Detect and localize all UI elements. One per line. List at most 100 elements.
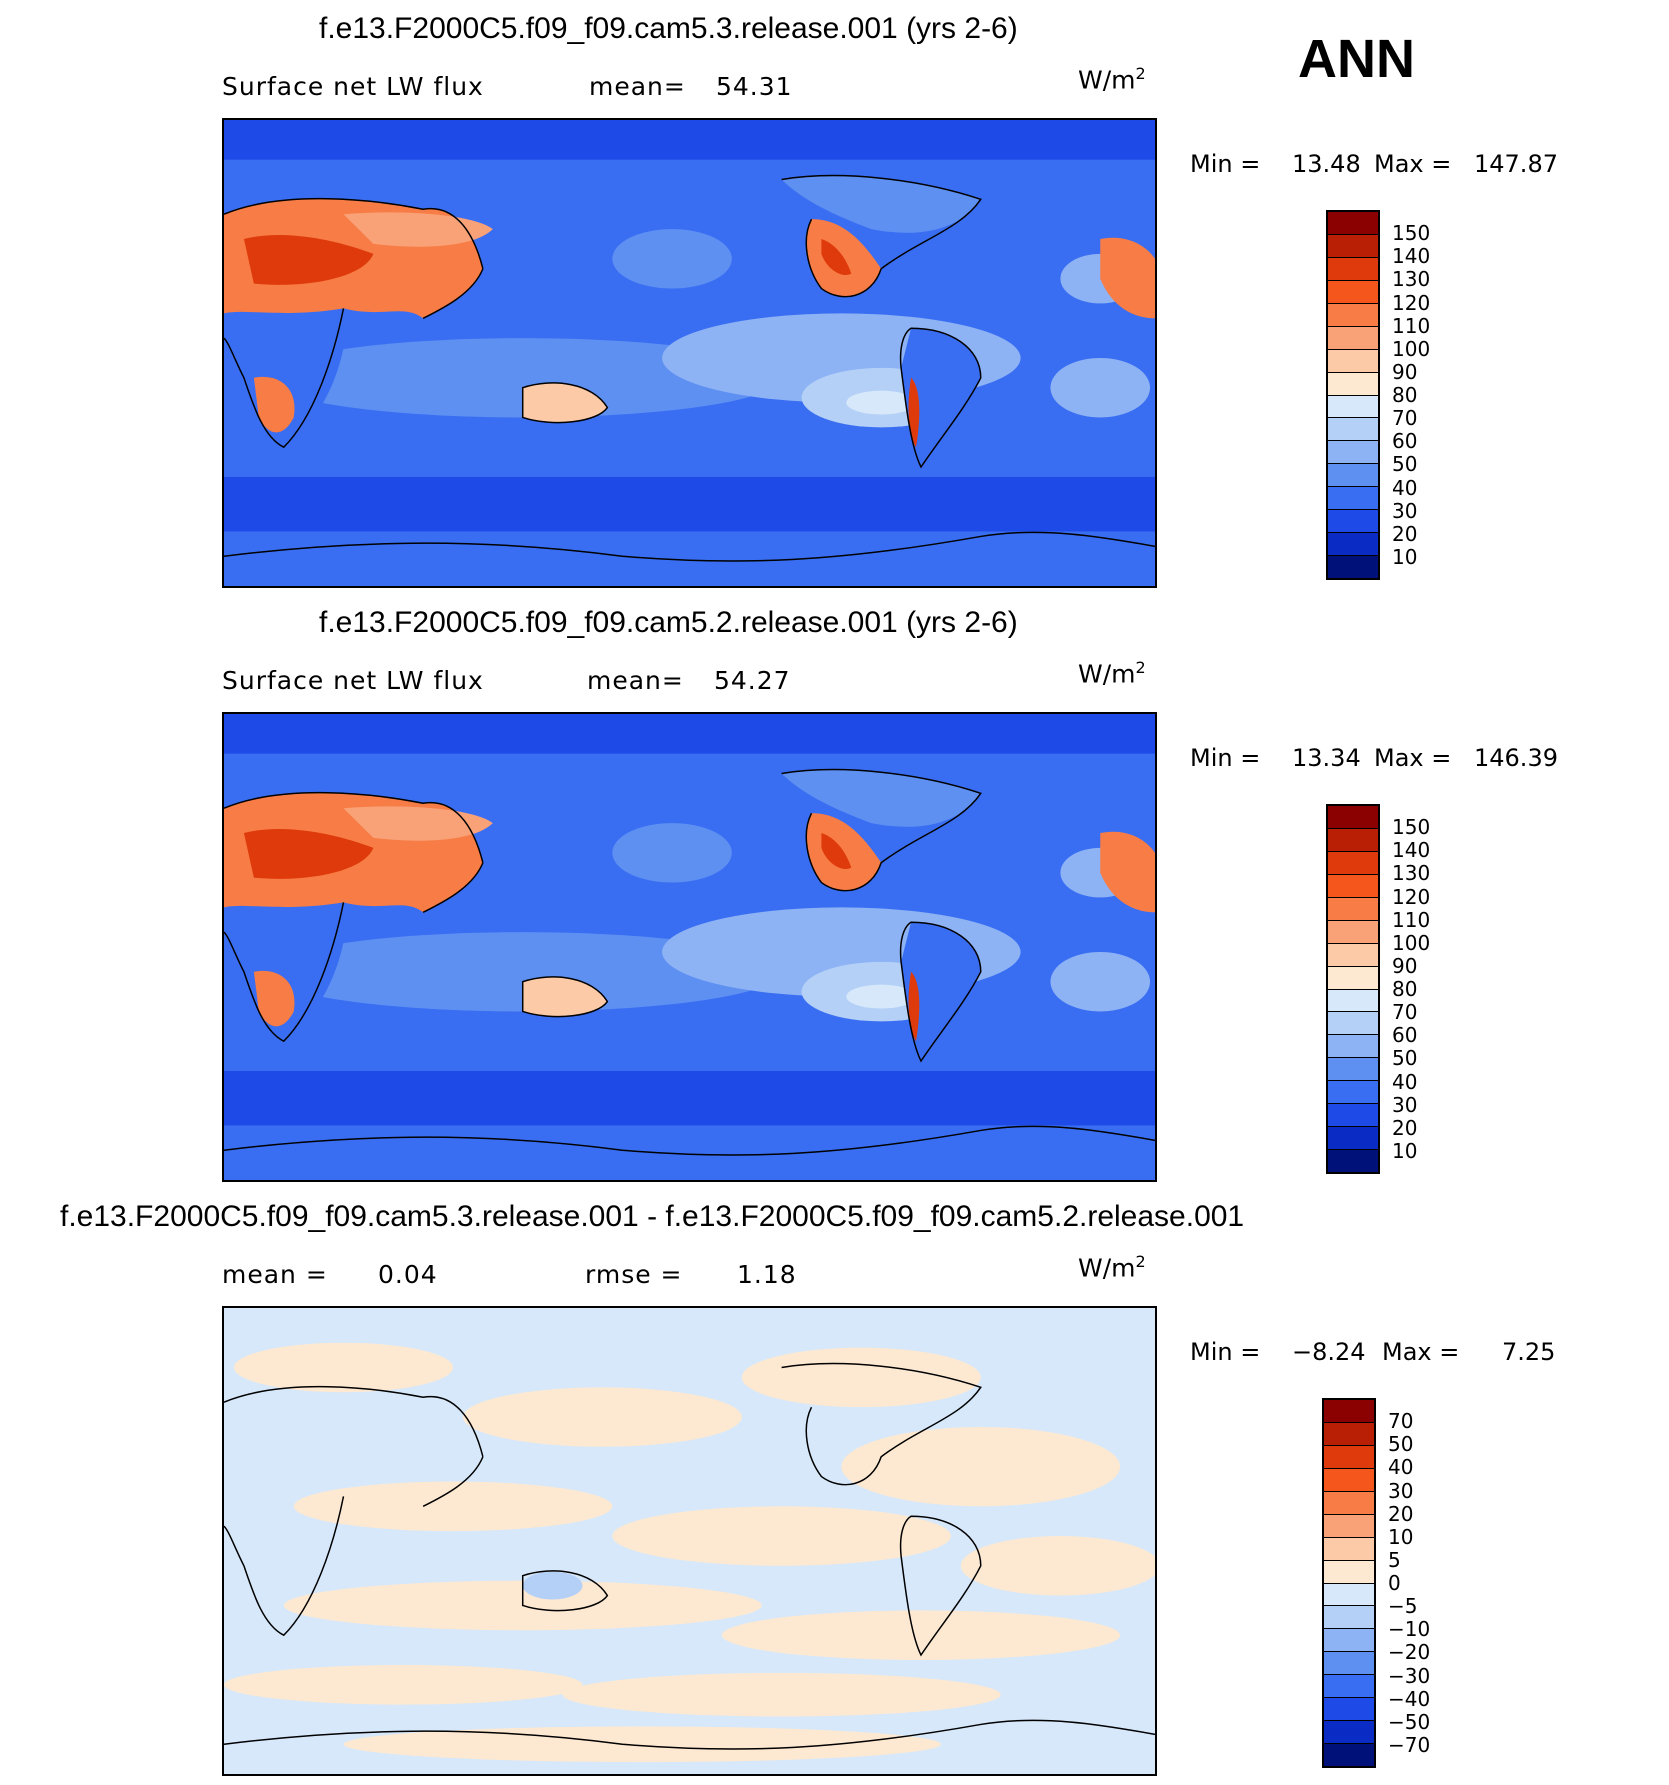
colorbar-tick-label: 10 bbox=[1392, 1138, 1418, 1163]
panel1-variable: Surface net LW flux bbox=[222, 72, 484, 101]
panel2-min-label: Min = bbox=[1190, 744, 1261, 772]
colorbar-swatch bbox=[1324, 1445, 1374, 1469]
panel2-mean-label: mean= bbox=[587, 666, 684, 695]
colorbar-swatch bbox=[1324, 1629, 1374, 1653]
panel1-colorbar-labels: 150 140 130 120 110 100 90 80 70 60 50 40 30 20 10 bbox=[1392, 210, 1472, 580]
colorbar-tick-label: 100 bbox=[1392, 336, 1431, 361]
panel1-mean-label: mean= bbox=[589, 72, 686, 101]
colorbar-tick-label: 110 bbox=[1392, 313, 1431, 338]
panel1-map-svg bbox=[224, 120, 1155, 586]
colorbar-swatch bbox=[1328, 234, 1378, 258]
colorbar-swatch bbox=[1328, 280, 1378, 304]
colorbar-swatch bbox=[1328, 920, 1378, 944]
colorbar-tick-label: 50 bbox=[1392, 452, 1418, 477]
colorbar-tick-label: 30 bbox=[1392, 498, 1418, 523]
colorbar-tick-label: 20 bbox=[1392, 521, 1418, 546]
colorbar-swatch bbox=[1328, 349, 1378, 373]
panel1-min-label: Min = bbox=[1190, 150, 1261, 178]
panel2-min-value: 13.34 bbox=[1292, 744, 1361, 772]
panel2-units: W/m2 bbox=[1078, 658, 1146, 689]
colorbar-swatch bbox=[1328, 1150, 1378, 1172]
colorbar-swatch bbox=[1328, 1035, 1378, 1059]
colorbar-swatch bbox=[1328, 1081, 1378, 1105]
colorbar-tick-label: 140 bbox=[1392, 244, 1431, 269]
colorbar-tick-label: 60 bbox=[1392, 1023, 1418, 1048]
colorbar-swatch bbox=[1328, 556, 1378, 578]
colorbar-tick-label: −70 bbox=[1388, 1732, 1431, 1757]
colorbar-swatch bbox=[1328, 418, 1378, 442]
colorbar-swatch bbox=[1328, 257, 1378, 281]
colorbar-swatch bbox=[1324, 1537, 1374, 1561]
panel1-colorbar bbox=[1326, 210, 1380, 580]
panel3-units: W/m2 bbox=[1078, 1252, 1146, 1283]
panel3-mean-label: mean = bbox=[222, 1260, 328, 1289]
panel2-map bbox=[222, 712, 1157, 1182]
panel3-map bbox=[222, 1306, 1157, 1776]
panel1-max-label: Max = bbox=[1374, 150, 1452, 178]
colorbar-tick-label: −5 bbox=[1388, 1594, 1418, 1619]
panel1-min-value: 13.48 bbox=[1292, 150, 1361, 178]
colorbar-tick-label: 130 bbox=[1392, 267, 1431, 292]
colorbar-tick-label: 110 bbox=[1392, 907, 1431, 932]
colorbar-tick-label: 140 bbox=[1392, 838, 1431, 863]
colorbar-tick-label: 50 bbox=[1392, 1046, 1418, 1071]
panel1-map bbox=[222, 118, 1157, 588]
colorbar-tick-label: 30 bbox=[1388, 1478, 1414, 1503]
colorbar-swatch bbox=[1324, 1491, 1374, 1515]
colorbar-swatch bbox=[1328, 533, 1378, 557]
colorbar-swatch bbox=[1324, 1560, 1374, 1584]
colorbar-swatch bbox=[1324, 1698, 1374, 1722]
colorbar-tick-label: 150 bbox=[1392, 815, 1431, 840]
colorbar-swatch bbox=[1328, 441, 1378, 465]
colorbar-swatch bbox=[1328, 487, 1378, 511]
colorbar-swatch bbox=[1324, 1514, 1374, 1538]
colorbar-tick-label: 40 bbox=[1392, 475, 1418, 500]
colorbar-tick-label: 20 bbox=[1388, 1501, 1414, 1526]
panel3-max-label: Max = bbox=[1382, 1338, 1460, 1366]
colorbar-swatch bbox=[1328, 372, 1378, 396]
colorbar-swatch bbox=[1328, 806, 1378, 829]
colorbar-tick-label: 0 bbox=[1388, 1571, 1401, 1595]
colorbar-tick-label: 20 bbox=[1392, 1115, 1418, 1140]
panel2-title: f.e13.F2000C5.f09_f09.cam5.2.release.001… bbox=[319, 606, 1018, 639]
colorbar-tick-label: 150 bbox=[1392, 221, 1431, 246]
colorbar-swatch bbox=[1328, 989, 1378, 1013]
panel2-colorbar bbox=[1326, 804, 1380, 1174]
panel2-colorbar-labels: 150 140 130 120 110 100 90 80 70 60 50 40 30 20 10 bbox=[1392, 804, 1472, 1174]
panel3-min-value: −8.24 bbox=[1292, 1338, 1366, 1366]
panel2-max-label: Max = bbox=[1374, 744, 1452, 772]
colorbar-tick-label: −10 bbox=[1388, 1617, 1431, 1642]
colorbar-swatch bbox=[1328, 1012, 1378, 1036]
colorbar-tick-label: 100 bbox=[1392, 930, 1431, 955]
colorbar-swatch bbox=[1328, 464, 1378, 488]
colorbar-swatch bbox=[1324, 1606, 1374, 1630]
panel3-map-svg bbox=[224, 1308, 1155, 1774]
panel3-rmse-label: rmse = bbox=[585, 1260, 683, 1289]
colorbar-swatch bbox=[1328, 874, 1378, 898]
colorbar-swatch bbox=[1324, 1652, 1374, 1676]
colorbar-swatch bbox=[1328, 510, 1378, 534]
colorbar-tick-label: 50 bbox=[1388, 1432, 1414, 1457]
panel3-title: f.e13.F2000C5.f09_f09.cam5.3.release.001… bbox=[60, 1200, 1245, 1233]
colorbar-swatch bbox=[1328, 1104, 1378, 1128]
panel1-title: f.e13.F2000C5.f09_f09.cam5.3.release.001… bbox=[319, 12, 1018, 45]
colorbar-tick-label: 120 bbox=[1392, 290, 1431, 315]
colorbar-swatch bbox=[1328, 1127, 1378, 1151]
panel2-variable: Surface net LW flux bbox=[222, 666, 484, 695]
colorbar-tick-label: −30 bbox=[1388, 1663, 1431, 1688]
colorbar-tick-label: 70 bbox=[1388, 1409, 1414, 1434]
colorbar-tick-label: −40 bbox=[1388, 1686, 1431, 1711]
panel3-min-label: Min = bbox=[1190, 1338, 1261, 1366]
colorbar-swatch bbox=[1328, 1058, 1378, 1082]
colorbar-tick-label: 120 bbox=[1392, 884, 1431, 909]
panel2-max-value: 146.39 bbox=[1474, 744, 1558, 772]
colorbar-swatch bbox=[1324, 1721, 1374, 1745]
colorbar-tick-label: 70 bbox=[1392, 1000, 1418, 1025]
colorbar-tick-label: 80 bbox=[1392, 977, 1418, 1001]
panel3-colorbar-labels: 70 50 40 30 20 10 5 0 −5 −10 −20 −30 −40 −50 −70 bbox=[1388, 1398, 1468, 1768]
colorbar-tick-label: 60 bbox=[1392, 429, 1418, 454]
colorbar-swatch bbox=[1324, 1583, 1374, 1607]
colorbar-swatch bbox=[1328, 212, 1378, 235]
colorbar-tick-label: 10 bbox=[1388, 1524, 1414, 1549]
colorbar-swatch bbox=[1328, 966, 1378, 990]
